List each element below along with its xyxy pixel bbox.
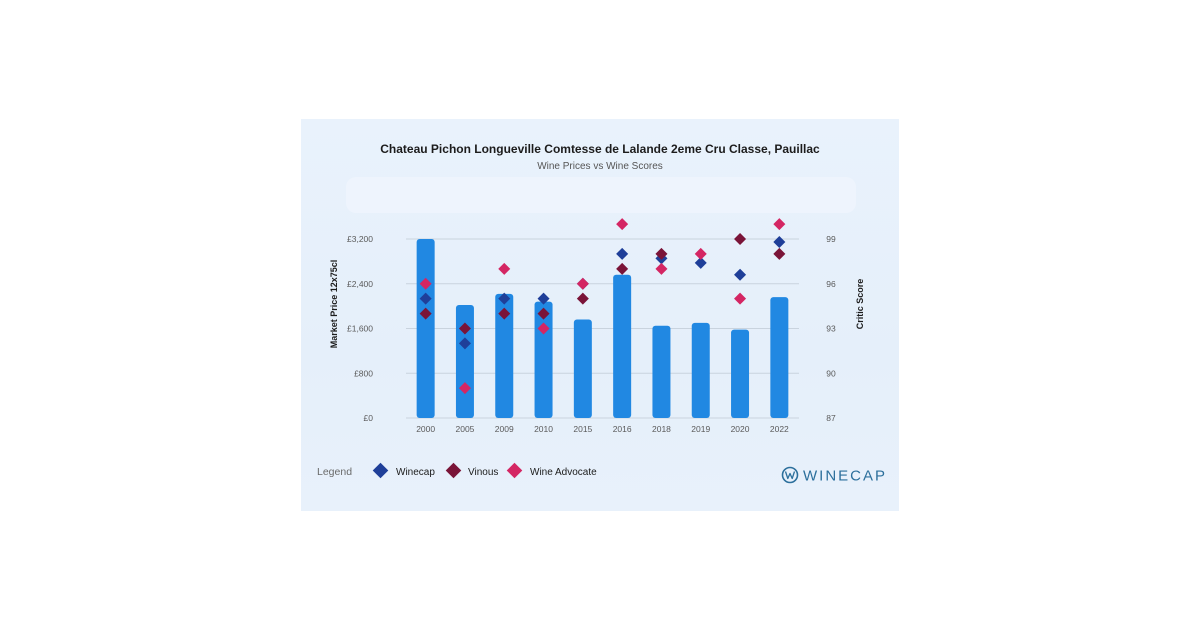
y-tick-label: £1,600 bbox=[347, 324, 373, 334]
legend: Legend Winecap Vinous Wine Advocate bbox=[317, 462, 597, 479]
score-point-winecap bbox=[734, 268, 747, 281]
score-point-vinous bbox=[655, 247, 668, 260]
bar-2016 bbox=[613, 274, 632, 418]
y-right-tick-label: 96 bbox=[826, 279, 836, 289]
chart: Chateau Pichon Longueville Comtesse de L… bbox=[317, 142, 887, 485]
legend-swatch-vinous bbox=[445, 462, 462, 479]
y-right-tick-label: 90 bbox=[826, 368, 836, 378]
score-point-wine-advocate bbox=[694, 247, 707, 260]
chart-subtitle: Wine Prices vs Wine Scores bbox=[537, 161, 663, 172]
score-point-vinous bbox=[616, 262, 629, 275]
bar-2018 bbox=[652, 325, 671, 418]
x-tick-label: 2016 bbox=[613, 424, 632, 434]
y-tick-label: £800 bbox=[354, 368, 373, 378]
score-point-vinous bbox=[773, 247, 786, 260]
bar-2020 bbox=[731, 329, 750, 418]
score-point-wine-advocate bbox=[498, 262, 511, 275]
score-point-winecap bbox=[694, 256, 707, 269]
x-tick-label: 2015 bbox=[573, 424, 592, 434]
winecap-logo: WINECAP bbox=[781, 466, 887, 485]
score-point-vinous bbox=[734, 232, 747, 246]
legend-label-wine-advocate: Wine Advocate bbox=[530, 467, 597, 478]
logo-icon-mark bbox=[784, 471, 796, 480]
chart-card: Chateau Pichon Longueville Comtesse de L… bbox=[301, 119, 899, 511]
y-right-tick-label: 99 bbox=[826, 234, 836, 244]
legend-label-vinous: Vinous bbox=[468, 467, 498, 478]
score-point-wine-advocate bbox=[576, 277, 589, 290]
score-point-winecap bbox=[458, 337, 471, 350]
x-tick-label: 2019 bbox=[691, 424, 710, 434]
logo-text: WINECAP bbox=[803, 468, 887, 485]
legend-swatch-wine-advocate bbox=[506, 462, 523, 479]
score-point-winecap bbox=[419, 292, 432, 305]
y-right-tick-label: 87 bbox=[826, 413, 836, 423]
bar-2010 bbox=[534, 301, 553, 418]
score-points bbox=[419, 218, 786, 395]
score-point-wine-advocate bbox=[734, 292, 747, 305]
legend-title: Legend bbox=[317, 466, 352, 478]
score-point-wine-advocate bbox=[655, 262, 668, 275]
y-tick-label: £2,400 bbox=[347, 279, 373, 289]
score-point-vinous bbox=[576, 292, 589, 305]
x-tick-label: 2009 bbox=[495, 424, 514, 434]
bar-2005 bbox=[455, 305, 474, 418]
x-tick-label: 2005 bbox=[455, 424, 474, 434]
score-point-winecap bbox=[773, 235, 786, 248]
y-right-tick-label: 93 bbox=[826, 324, 836, 334]
score-point-wine-advocate bbox=[773, 218, 786, 231]
axis-ticks: £0 £800 £1,600 £2,400 £3,200 87 90 93 96 99 2000 20… bbox=[347, 234, 836, 434]
legend-label-winecap: Winecap bbox=[396, 467, 435, 478]
bar-2022 bbox=[770, 297, 789, 418]
score-point-winecap bbox=[616, 247, 629, 260]
y-tick-label: £3,200 bbox=[347, 234, 373, 244]
logo-icon bbox=[781, 466, 799, 484]
x-tick-label: 2020 bbox=[731, 424, 750, 434]
legend-swatch-winecap bbox=[372, 462, 389, 479]
score-point-wine-advocate bbox=[616, 218, 629, 231]
bar-2015 bbox=[573, 319, 592, 418]
x-tick-label: 2018 bbox=[652, 424, 671, 434]
y-axis-label: Market Price 12x75cl bbox=[329, 260, 339, 349]
x-tick-label: 2010 bbox=[534, 424, 553, 434]
bar-2000 bbox=[416, 239, 435, 418]
x-tick-label: 2022 bbox=[770, 424, 789, 434]
bar-2009 bbox=[495, 293, 514, 418]
y-axis-right-label: Critic Score bbox=[855, 279, 865, 330]
chart-title: Chateau Pichon Longueville Comtesse de L… bbox=[380, 142, 820, 156]
y-tick-label: £0 bbox=[364, 413, 374, 423]
bar-2019 bbox=[691, 322, 710, 418]
chart-header-band bbox=[346, 177, 856, 213]
x-tick-label: 2000 bbox=[416, 424, 435, 434]
